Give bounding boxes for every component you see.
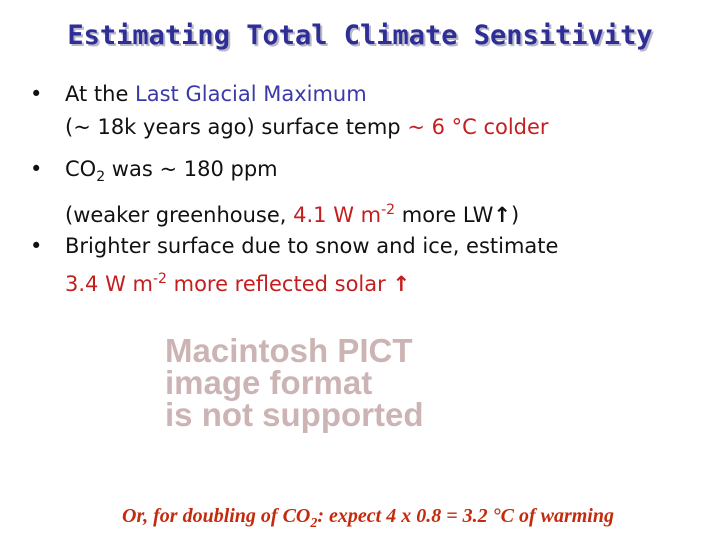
text: CO: [65, 157, 97, 181]
text: Brighter surface due to snow and ice, es…: [65, 234, 559, 258]
superscript: -2: [152, 271, 167, 287]
bullet: • At the Last Glacial Maximum (~ 18k year…: [30, 78, 710, 144]
bullet-dot: •: [30, 234, 43, 258]
bullet: • CO2 was ~ 180 ppm (weaker greenhouse, 4…: [30, 153, 710, 232]
image-placeholder: Macintosh PICT image format is not suppo…: [165, 332, 515, 433]
placeholder-line: is not supported: [165, 396, 424, 433]
bullet: • Brighter surface due to snow and ice, …: [30, 230, 710, 301]
text: more reflected solar: [166, 272, 393, 296]
subscript: 2: [96, 169, 106, 186]
subscript: 2: [310, 516, 318, 531]
bullet-text: CO2 was ~ 180 ppm (weaker greenhouse, 4.1…: [65, 153, 710, 232]
arrow: ↑: [392, 272, 411, 296]
text: ): [510, 203, 520, 228]
text: At the: [65, 82, 136, 106]
footer: Or, for doubling of CO2: expect 4 x 0.8 …: [0, 505, 720, 532]
text-highlight: 3.4 W m-2 more reflected solar ↑: [65, 271, 411, 296]
text: (~ 18k years ago) surface temp: [65, 115, 408, 139]
text-highlight: Last Glacial Maximum: [135, 82, 367, 106]
text: more LW: [395, 203, 494, 228]
text: 4.1 W m: [293, 203, 382, 228]
placeholder-line: Macintosh PICT: [165, 332, 413, 369]
arrow: ↑: [493, 203, 511, 228]
bullet-text: Brighter surface due to snow and ice, es…: [65, 230, 710, 301]
bullet-dot: •: [30, 157, 43, 181]
text-highlight: 4.1 W m-2: [293, 202, 396, 228]
title: Estimating Total Climate Sensitivity: [67, 20, 653, 51]
text: : expect 4 x 0.8 = 3.2 °C of warming: [317, 505, 614, 527]
text: was ~ 180 ppm: [105, 157, 278, 181]
bullet-dot: •: [30, 82, 43, 106]
text: Or, for doubling of CO: [122, 505, 311, 527]
text: 3.4 W m: [65, 272, 153, 296]
placeholder-line: image format: [165, 364, 373, 401]
text-highlight: ~ 6 °C colder: [407, 115, 549, 139]
superscript: -2: [381, 202, 396, 219]
text: (weaker greenhouse,: [65, 203, 294, 228]
bullet-text: At the Last Glacial Maximum (~ 18k years …: [65, 78, 710, 144]
